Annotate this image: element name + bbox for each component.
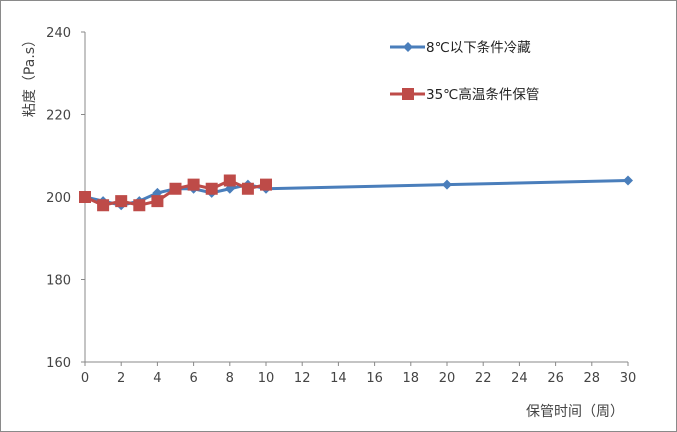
- data-point: [223, 174, 236, 187]
- y-axis-label: 粘度（Pa.s）: [22, 33, 38, 117]
- x-tick-label: 30: [620, 371, 637, 386]
- x-tick-label: 18: [403, 371, 420, 386]
- x-tick-label: 8: [226, 371, 234, 386]
- x-tick-label: 24: [511, 371, 528, 386]
- y-tick-label: 240: [46, 26, 71, 41]
- y-tick-label: 180: [46, 274, 71, 289]
- x-tick-label: 16: [366, 371, 383, 386]
- x-tick-label: 4: [153, 371, 161, 386]
- y-tick-label: 200: [46, 191, 71, 206]
- data-point: [97, 199, 110, 212]
- legend-label: 35℃高温条件保管: [426, 86, 539, 103]
- data-point: [205, 182, 218, 195]
- legend-marker: [403, 42, 413, 52]
- data-point: [442, 179, 452, 190]
- x-tick-label: 26: [547, 371, 564, 386]
- x-tick-label: 20: [439, 371, 456, 386]
- data-point: [187, 178, 200, 191]
- x-tick-label: 6: [189, 371, 197, 386]
- x-tick-label: 22: [475, 371, 492, 386]
- data-point: [260, 178, 272, 191]
- data-point: [115, 195, 128, 208]
- x-tick-label: 0: [81, 371, 89, 386]
- series-line-1: [84, 179, 629, 207]
- data-point: [623, 175, 633, 186]
- x-tick-label: 12: [294, 371, 311, 386]
- x-tick-label: 28: [584, 371, 601, 386]
- x-tick-label: 14: [330, 371, 347, 386]
- data-point: [79, 191, 91, 203]
- legend-marker: [402, 88, 414, 100]
- data-point: [241, 182, 254, 195]
- data-point: [133, 199, 146, 212]
- legend-label: 8℃以下条件冷藏: [426, 39, 531, 56]
- x-tick-label: 10: [258, 371, 275, 386]
- data-point: [151, 195, 164, 208]
- y-tick-label: 160: [46, 356, 71, 371]
- x-tick-label: 2: [117, 371, 125, 386]
- data-point: [169, 182, 182, 195]
- y-tick-label: 220: [46, 109, 71, 124]
- x-axis-label: 保管时间（周）: [526, 404, 624, 420]
